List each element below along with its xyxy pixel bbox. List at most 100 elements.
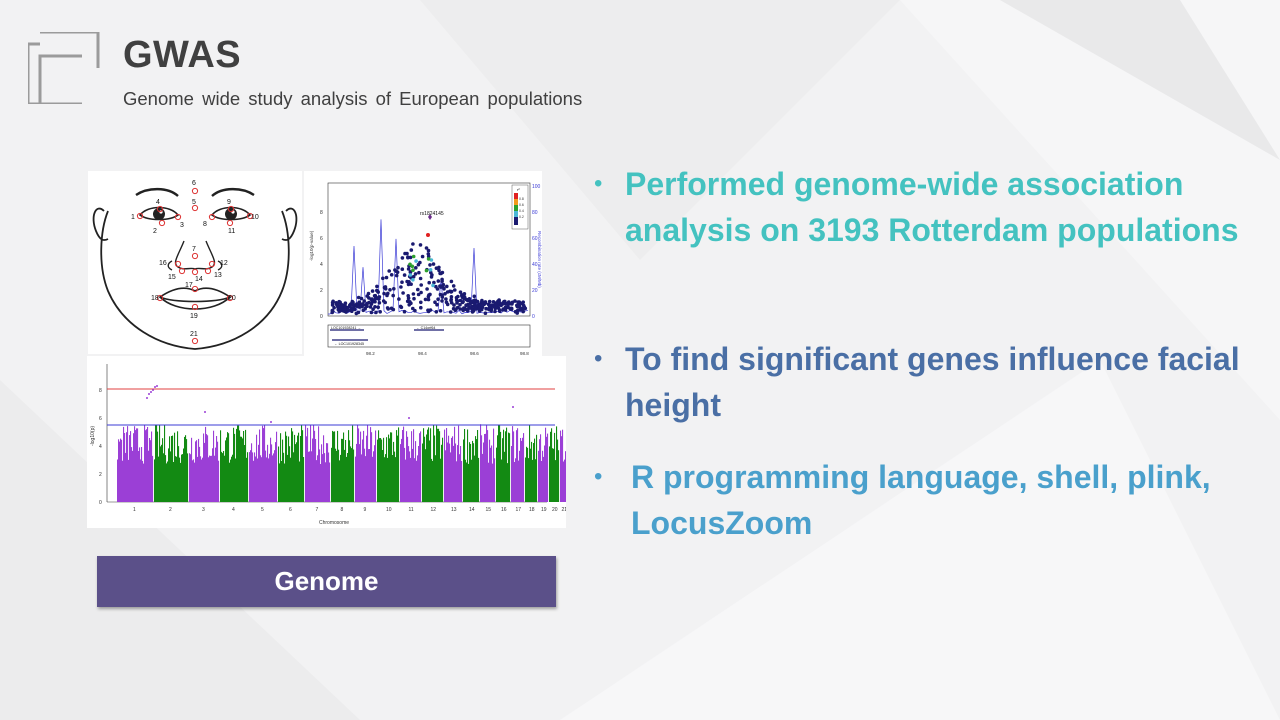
snp-point (424, 268, 429, 273)
snp-column (130, 431, 132, 502)
snp-column (519, 450, 521, 502)
snp-column (189, 453, 191, 502)
snp-column (499, 424, 501, 502)
snp-column (213, 430, 215, 502)
snp-point (434, 284, 438, 289)
snp-column (561, 436, 563, 502)
snp-point (403, 251, 407, 256)
snp-column (227, 432, 229, 502)
snp-column (403, 426, 405, 502)
snp-point (483, 311, 488, 315)
snp-point (452, 303, 456, 307)
snp-column (396, 430, 398, 502)
genome-button[interactable]: Genome (97, 556, 556, 607)
snp-column (390, 432, 392, 502)
snp-point (449, 289, 454, 294)
snp-column (514, 462, 516, 502)
snp-column (508, 432, 510, 502)
snp-point (330, 303, 335, 307)
snp-column (258, 444, 260, 502)
snp-column (200, 456, 202, 502)
snp-column (463, 439, 465, 502)
snp-column (474, 455, 476, 502)
snp-column (536, 434, 538, 502)
snp-column (185, 435, 187, 502)
chromosome-tick: 3 (202, 507, 205, 513)
snp-column (428, 427, 430, 502)
snp-column (140, 459, 142, 502)
snp-point (440, 279, 444, 283)
snp-column (446, 428, 448, 502)
snp-point (498, 309, 502, 313)
snp-column (332, 430, 334, 502)
snp-column (285, 431, 287, 502)
snp-column (441, 444, 443, 502)
snp-column (158, 456, 160, 502)
bullet-text: To find significant genes influence faci… (625, 341, 1240, 423)
snp-column (286, 435, 288, 502)
snp-point (341, 308, 345, 312)
svg-text:6: 6 (192, 180, 196, 187)
snp-column (458, 425, 460, 502)
snp-column (306, 436, 308, 502)
chromosome-tick: 8 (341, 507, 344, 513)
snp-point (472, 294, 477, 299)
snp-point (448, 310, 453, 314)
snp-point (381, 276, 385, 281)
snp-column (313, 424, 315, 502)
snp-column (348, 430, 350, 502)
snp-point (369, 310, 374, 315)
snp-column (364, 448, 366, 502)
y2-tick: 40 (532, 262, 538, 268)
snp-column (231, 456, 233, 502)
snp-point (473, 302, 477, 306)
snp-column (435, 455, 437, 502)
snp-column (500, 431, 502, 502)
svg-text:18: 18 (151, 295, 159, 302)
chromosome-tick: 19 (541, 507, 547, 513)
snp-column (162, 438, 164, 502)
chromosome-tick: 14 (469, 507, 475, 513)
snp-column (359, 444, 361, 502)
snp-point (349, 306, 353, 310)
snp-column (522, 437, 524, 502)
snp-column (184, 436, 186, 502)
snp-column (249, 452, 251, 502)
snp-column (407, 436, 409, 502)
snp-point (433, 300, 437, 304)
snp-point (414, 266, 418, 270)
snp-column (525, 457, 527, 502)
snp-column (444, 429, 446, 502)
snp-column (368, 449, 370, 502)
snp-point (362, 299, 366, 303)
snp-column (128, 459, 130, 502)
snp-point (419, 290, 423, 295)
snp-column (476, 439, 478, 502)
snp-column (161, 444, 163, 502)
snp-point (373, 305, 377, 309)
snp-column (491, 445, 493, 502)
snp-column (383, 437, 385, 502)
snp-column (344, 449, 346, 502)
gene-label: LOC101928241 → (331, 326, 361, 330)
snp-column (254, 452, 256, 502)
snp-column (427, 429, 429, 502)
snp-column (154, 459, 156, 502)
chromosome-tick: 2 (169, 507, 172, 513)
snp-column (389, 438, 391, 502)
snp-column (539, 439, 541, 502)
snp-column (516, 430, 518, 502)
snp-column (204, 442, 206, 502)
snp-column (324, 453, 326, 502)
legend-value: 0.8 (519, 197, 524, 201)
snp-column (127, 426, 129, 502)
peak-point (204, 411, 206, 413)
snp-column (123, 426, 125, 502)
snp-column (207, 435, 209, 502)
snp-column (198, 438, 200, 502)
gene-label: ← LOC101928345 (334, 342, 364, 346)
snp-column (350, 446, 352, 502)
snp-point (440, 293, 444, 297)
snp-column (173, 462, 175, 502)
snp-point (494, 305, 498, 309)
